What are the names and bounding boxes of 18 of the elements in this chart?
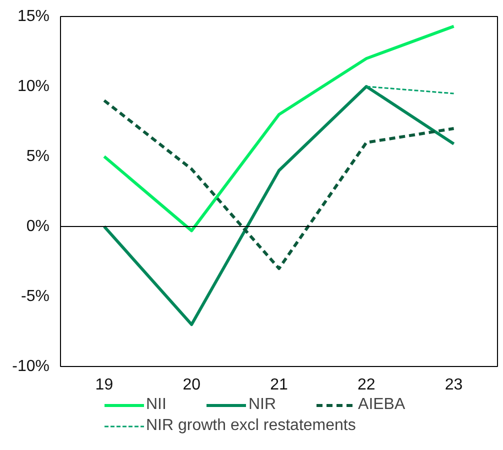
y-tick-label: 0% xyxy=(26,218,50,235)
legend-label: NII xyxy=(146,396,166,414)
y-tick-label: -5% xyxy=(21,288,50,305)
line-series xyxy=(102,99,456,270)
x-tick-label: 20 xyxy=(182,376,201,394)
y-tick-label: 10% xyxy=(17,78,50,95)
x-tick-label: 19 xyxy=(95,376,114,394)
line-series xyxy=(102,85,456,326)
x-tick-label: 22 xyxy=(358,376,376,394)
line-series xyxy=(102,24,456,232)
legend-label: NIR growth excl restatements xyxy=(146,417,356,435)
y-tick-label: -10% xyxy=(12,358,50,375)
x-tick-label: 23 xyxy=(444,376,463,394)
x-tick-label: 21 xyxy=(270,376,288,394)
legend-label: NIR xyxy=(248,396,276,414)
y-tick-label: 15% xyxy=(17,8,50,25)
y-tick-label: 5% xyxy=(26,148,50,165)
legend-label: AIEBA xyxy=(358,396,406,414)
